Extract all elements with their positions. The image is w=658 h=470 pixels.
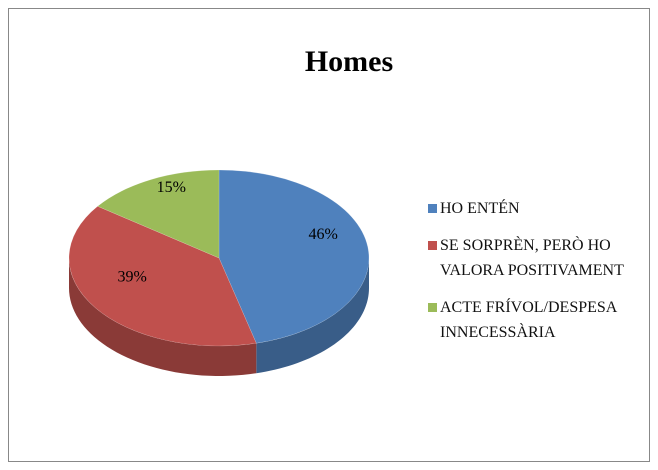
legend-item: HO ENTÉN: [428, 196, 643, 221]
legend-swatch: [428, 303, 437, 312]
data-label: 15%: [157, 179, 186, 196]
legend-label: SE SORPRÈN, PERÒ HO VALORA POSITIVAMENT: [440, 237, 624, 279]
slice: [97, 169, 220, 259]
data-label: 39%: [117, 268, 146, 285]
data-label: 46%: [309, 226, 338, 243]
slice: [68, 205, 257, 347]
slice-side: [256, 258, 369, 374]
legend-label: ACTE FRÍVOL/DESPESA INNECESSÀRIA: [440, 299, 617, 341]
legend-item: SE SORPRÈN, PERÒ HO VALORA POSITIVAMENT: [428, 233, 643, 283]
slice: [218, 169, 370, 344]
slice-side: [69, 258, 257, 376]
legend-swatch: [428, 204, 437, 213]
legend-label: HO ENTÉN: [440, 200, 520, 217]
legend-item: ACTE FRÍVOL/DESPESA INNECESSÀRIA: [428, 295, 643, 345]
legend-swatch: [428, 241, 437, 250]
chart-title: Homes: [305, 45, 393, 78]
legend: HO ENTÉN SE SORPRÈN, PERÒ HO VALORA POSIT…: [428, 196, 643, 357]
